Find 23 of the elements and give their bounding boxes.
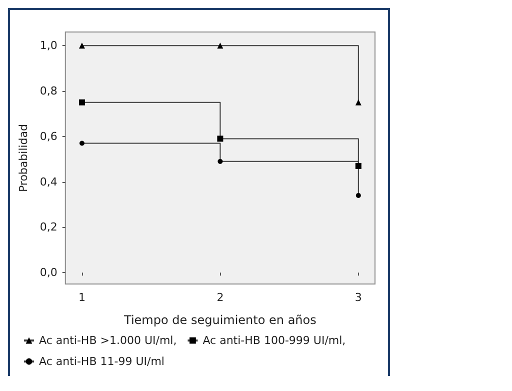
y-axis-title: Probabilidad: [17, 124, 30, 192]
legend-label: Ac anti-HB 11-99 UI/ml: [39, 355, 164, 368]
y-tick-label: 0,8: [40, 84, 58, 98]
legend-label: Ac anti-HB 100-999 UI/ml,: [202, 334, 346, 347]
point: [355, 162, 362, 169]
point: [355, 99, 362, 106]
x-tick-label: 1: [78, 291, 86, 304]
point: [356, 192, 361, 198]
point: [78, 42, 85, 49]
y-tick-label: 0,4: [40, 175, 58, 188]
y-tick-label: 1,0: [40, 39, 58, 52]
x-tick-label: 3: [354, 291, 362, 304]
x-tick-label: 2: [216, 291, 224, 304]
y-tick-label: 0,2: [40, 220, 58, 234]
point: [78, 99, 85, 106]
legend-label: Ac anti-HB >1.000 UI/ml,: [39, 334, 177, 347]
point: [79, 140, 84, 146]
x-axis-title: Tiempo de seguimiento en años: [123, 313, 316, 327]
y-tick-label: 0,6: [40, 130, 58, 143]
y-tick-label: 0,0: [40, 266, 58, 280]
point: [217, 42, 224, 49]
point: [217, 136, 224, 142]
point: [218, 158, 223, 164]
